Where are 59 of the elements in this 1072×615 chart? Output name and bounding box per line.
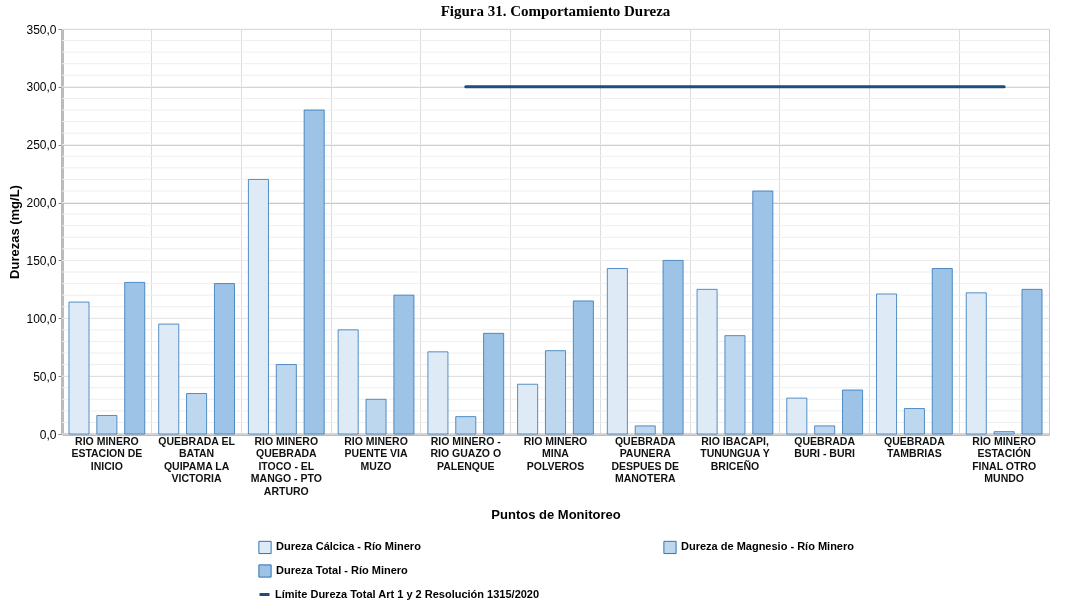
y-tick-label: 100,0 xyxy=(26,311,57,326)
bar xyxy=(696,288,718,435)
x-tick-label: QUEBRADA PAUNERA DESPUES DE MANOTERA xyxy=(611,434,680,484)
bar xyxy=(965,292,987,435)
bar xyxy=(814,425,836,435)
bar xyxy=(786,397,808,435)
legend-label: Límite Dureza Total Art 1 y 2 Resolución 1315/2020 xyxy=(275,587,540,600)
x-tick-label: RIO MINERO QUEBRADA ITOCO - EL MANGO - PTO ARTURO xyxy=(250,434,322,497)
bar xyxy=(96,415,118,435)
bar xyxy=(214,283,235,435)
x-tick-label: RIO IBACAPI, TUNUNGUA Y BRICEÑO xyxy=(700,434,770,472)
bar xyxy=(876,293,897,435)
bar xyxy=(903,408,925,435)
bar xyxy=(393,294,415,435)
bar xyxy=(662,260,684,435)
y-tick-label: 200,0 xyxy=(26,196,57,211)
bar xyxy=(68,301,90,435)
bar xyxy=(545,350,566,435)
y-tick-label: 300,0 xyxy=(26,80,57,95)
bar xyxy=(158,323,180,435)
bar xyxy=(572,300,594,435)
bar xyxy=(1021,288,1043,435)
x-tick-label: QUEBRADA EL BATAN QUIPAMA LA VICTORIA xyxy=(158,434,236,484)
x-tick-label: RIO MINERO MINA POLVEROS xyxy=(523,434,588,472)
bar xyxy=(931,268,953,435)
y-tick-label: 250,0 xyxy=(26,138,57,153)
x-tick-label: QUEBRADA TAMBRIAS xyxy=(884,434,946,459)
bar xyxy=(993,431,1015,435)
x-tick-label: QUEBRADA BURI - BURI xyxy=(794,434,856,459)
legend-label: Dureza Total - Río Minero xyxy=(276,564,409,576)
x-tick-label: RIO MINERO ESTACION DE INICIO xyxy=(71,434,143,472)
legend-label: Dureza de Magnesio - Río Minero xyxy=(681,540,855,553)
x-tick-label: RIO MINERO PUENTE VIA MUZO xyxy=(344,434,408,472)
bar xyxy=(427,351,449,435)
bar xyxy=(275,364,297,435)
bar xyxy=(606,268,628,435)
legend-label: Dureza Cálcica - Río Minero xyxy=(276,540,422,553)
chart-title: Figura 31. Comportamiento Dureza xyxy=(440,3,671,19)
y-tick-label: 150,0 xyxy=(26,253,57,268)
bar xyxy=(752,190,774,435)
bar xyxy=(455,416,477,435)
bar xyxy=(842,389,863,435)
y-axis-title: Durezas (mg/L) xyxy=(7,185,23,279)
bar xyxy=(337,329,359,435)
bar xyxy=(186,393,208,435)
bar xyxy=(517,383,539,435)
x-axis-title: Puntos de Monitoreo xyxy=(491,507,621,522)
bar xyxy=(724,335,746,435)
y-tick-label: 50,0 xyxy=(33,369,57,384)
bar xyxy=(483,332,505,435)
bar xyxy=(303,109,325,435)
bar xyxy=(634,425,656,435)
y-tick-label: 350,0 xyxy=(26,22,57,37)
x-tick-label: RÍO MINERO ESTACIÓN FINAL OTRO MUNDO xyxy=(972,434,1037,484)
bar xyxy=(365,398,387,435)
x-tick-label: RIO MINERO - RIO GUAZO O PALENQUE xyxy=(430,434,502,472)
bar xyxy=(124,282,146,435)
y-tick-label: 0,0 xyxy=(39,427,57,442)
bar xyxy=(248,179,269,435)
